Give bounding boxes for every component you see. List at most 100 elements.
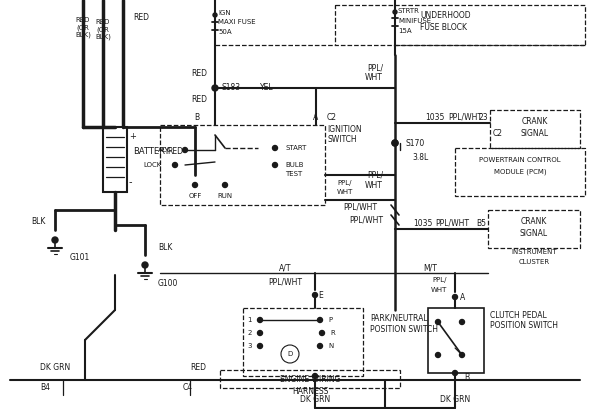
Text: INSTRUMENT: INSTRUMENT — [511, 249, 557, 255]
Circle shape — [52, 237, 58, 243]
Circle shape — [317, 344, 323, 348]
Circle shape — [273, 162, 277, 168]
Text: PPL/WHT: PPL/WHT — [268, 277, 302, 286]
Text: ACC: ACC — [158, 147, 172, 153]
Text: MINIFUSE: MINIFUSE — [398, 18, 431, 24]
Circle shape — [172, 162, 178, 168]
Text: +: + — [129, 132, 136, 141]
Circle shape — [435, 319, 441, 324]
Text: SIGNAL: SIGNAL — [520, 229, 548, 238]
Text: M/T: M/T — [423, 263, 437, 272]
Text: IGNITION: IGNITION — [327, 126, 362, 135]
Text: BATTERY: BATTERY — [133, 146, 169, 155]
Text: 23: 23 — [478, 112, 488, 121]
Text: RED: RED — [191, 68, 207, 77]
Text: 2: 2 — [248, 330, 252, 336]
Circle shape — [317, 317, 323, 323]
Text: 1035: 1035 — [413, 218, 432, 227]
Circle shape — [393, 10, 397, 14]
Text: A/T: A/T — [278, 263, 291, 272]
Text: POWERTRAIN CONTROL: POWERTRAIN CONTROL — [479, 157, 561, 163]
Text: ENGINE WIRING: ENGINE WIRING — [280, 375, 340, 384]
Circle shape — [453, 371, 457, 375]
Text: DK GRN: DK GRN — [440, 396, 470, 405]
Text: PPL/WHT: PPL/WHT — [343, 202, 377, 211]
Text: C4: C4 — [183, 384, 193, 393]
Text: N: N — [328, 343, 333, 349]
Text: PPL/: PPL/ — [367, 171, 383, 180]
Circle shape — [212, 85, 218, 91]
Text: DK GRN: DK GRN — [40, 364, 70, 373]
Bar — [428, 308, 484, 373]
Text: C2: C2 — [327, 114, 337, 123]
Text: HARNESS: HARNESS — [292, 387, 328, 396]
Text: OFF: OFF — [188, 193, 202, 199]
Circle shape — [435, 353, 441, 357]
Circle shape — [320, 330, 325, 335]
Text: DK GRN: DK GRN — [300, 396, 330, 405]
Circle shape — [392, 140, 398, 146]
Text: F: F — [314, 378, 318, 387]
Bar — [103, 127, 127, 192]
Circle shape — [273, 146, 277, 151]
Text: RED: RED — [191, 95, 207, 105]
Text: RED: RED — [167, 148, 183, 157]
Circle shape — [192, 182, 198, 187]
Text: PPL/: PPL/ — [337, 180, 352, 186]
Text: RED: RED — [133, 13, 149, 22]
Circle shape — [460, 319, 464, 324]
Bar — [490, 110, 580, 148]
Text: MAXI FUSE: MAXI FUSE — [218, 19, 255, 25]
Circle shape — [453, 294, 457, 299]
Text: UNDERHOOD: UNDERHOOD — [420, 11, 471, 20]
Text: PPL/WHT: PPL/WHT — [435, 218, 469, 227]
Bar — [455, 148, 585, 196]
Text: RUN: RUN — [218, 193, 232, 199]
Text: B4: B4 — [40, 384, 50, 393]
Text: CRANK: CRANK — [522, 117, 548, 126]
Circle shape — [213, 13, 217, 17]
Circle shape — [460, 353, 464, 357]
Text: TEST: TEST — [285, 171, 302, 177]
Text: START: START — [285, 145, 306, 151]
Text: 15A: 15A — [398, 28, 412, 34]
Text: B5: B5 — [476, 218, 486, 227]
Text: CRANK: CRANK — [521, 218, 547, 227]
Circle shape — [222, 182, 228, 187]
Circle shape — [392, 140, 398, 146]
Bar — [335, 5, 585, 45]
Text: A: A — [313, 114, 319, 123]
Circle shape — [182, 148, 188, 153]
Text: B: B — [464, 373, 469, 382]
Text: BLK: BLK — [158, 243, 172, 252]
Text: RED
(OR
BLK): RED (OR BLK) — [75, 18, 91, 38]
Circle shape — [313, 292, 317, 297]
Text: PPL/: PPL/ — [367, 63, 383, 72]
Circle shape — [257, 317, 263, 323]
Text: WHT: WHT — [337, 189, 353, 195]
Bar — [220, 370, 400, 388]
Text: RED: RED — [190, 364, 206, 373]
Text: R: R — [330, 330, 335, 336]
Text: SIGNAL: SIGNAL — [521, 128, 549, 137]
Text: POSITION SWITCH: POSITION SWITCH — [370, 326, 438, 335]
Bar — [160, 125, 325, 205]
Text: CLUTCH PEDAL: CLUTCH PEDAL — [490, 310, 547, 319]
Text: MODULE (PCM): MODULE (PCM) — [494, 169, 546, 175]
Text: G100: G100 — [158, 279, 178, 288]
Text: 1: 1 — [247, 317, 252, 323]
Text: FUSE BLOCK: FUSE BLOCK — [420, 22, 467, 31]
Text: PARK/NEUTRAL: PARK/NEUTRAL — [370, 314, 428, 323]
Text: STRTR: STRTR — [398, 8, 420, 14]
Text: A: A — [460, 292, 466, 301]
Circle shape — [257, 330, 263, 335]
Text: RED
(OR
BLK): RED (OR BLK) — [95, 20, 111, 40]
Text: P: P — [328, 317, 332, 323]
Text: WHT: WHT — [431, 287, 447, 293]
Text: 50A: 50A — [218, 29, 232, 35]
Text: S183: S183 — [222, 83, 241, 92]
Text: -: - — [129, 177, 133, 187]
Text: PPL/WHT: PPL/WHT — [448, 112, 482, 121]
Circle shape — [313, 373, 317, 378]
Text: 3: 3 — [247, 343, 252, 349]
